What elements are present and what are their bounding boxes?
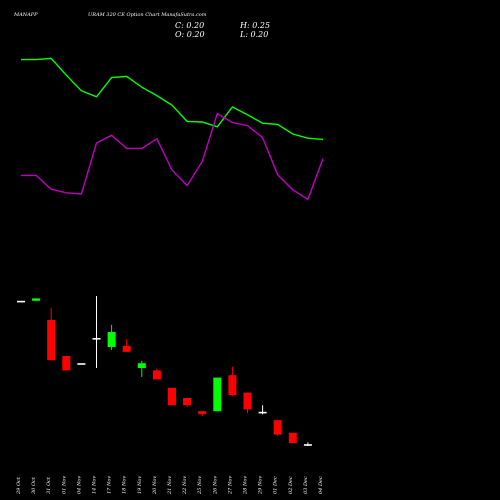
x-tick-label: 25 Nov xyxy=(197,476,203,495)
candle xyxy=(77,363,86,365)
candle xyxy=(198,411,207,416)
candle-body xyxy=(17,300,25,303)
brand-label: MANAPP xyxy=(13,12,38,18)
candle-body xyxy=(198,411,207,415)
candle xyxy=(213,377,222,412)
series-line-green xyxy=(21,57,324,141)
candle-body xyxy=(62,356,71,371)
candle xyxy=(17,300,25,303)
candle-body xyxy=(32,298,41,301)
candle xyxy=(122,339,131,352)
candle xyxy=(137,360,146,377)
candle xyxy=(228,366,237,397)
candle xyxy=(32,298,41,301)
candle-body xyxy=(273,420,282,435)
low-value: L: 0.20 xyxy=(239,30,268,39)
x-tick-label: 19 Nov xyxy=(137,476,143,494)
candle-body xyxy=(107,332,116,347)
x-tick-label: 03 Dec xyxy=(303,476,309,494)
candle xyxy=(47,308,56,361)
x-tick-label: 30 Oct xyxy=(31,476,37,494)
candle-body xyxy=(77,363,86,365)
series-line-purple xyxy=(21,112,324,201)
chart-title: URAM 320 CE Option Chart ManafaSutra.com xyxy=(88,12,207,18)
candle xyxy=(152,368,161,380)
x-tick-label: 04 Nov xyxy=(76,476,82,494)
x-tick-label: 22 Nov xyxy=(182,476,188,495)
x-tick-label: 27 Nov xyxy=(227,476,233,495)
x-tick-label: 26 Nov xyxy=(212,476,218,495)
candle xyxy=(273,420,282,436)
x-tick-label: 01 Dec xyxy=(273,476,279,494)
x-tick-label: 17 Nov xyxy=(107,476,113,494)
candle xyxy=(92,296,101,368)
candle-body xyxy=(122,345,131,352)
candle xyxy=(288,432,297,443)
candle xyxy=(183,398,192,407)
candle xyxy=(258,405,267,415)
x-tick-label: 31 Oct xyxy=(46,476,52,494)
candle-body xyxy=(152,370,161,380)
candle xyxy=(107,324,116,350)
x-tick-label: 29 Nov xyxy=(258,476,264,495)
candle-body xyxy=(213,377,222,412)
candle-body xyxy=(137,363,146,368)
indicator-lines xyxy=(21,57,324,201)
candle-body xyxy=(47,320,56,361)
open-value: O: 0.20 xyxy=(175,30,205,39)
x-tick-label: 21 Nov xyxy=(167,476,173,495)
x-tick-label: 02 Dec xyxy=(288,476,294,494)
candle xyxy=(243,392,252,413)
x-tick-label: 01 Nov xyxy=(61,476,67,494)
candle xyxy=(168,387,176,406)
candle-body xyxy=(288,432,297,443)
candle-body xyxy=(183,398,192,406)
x-tick-label: 04 Dec xyxy=(318,476,324,494)
x-tick-label: 18 Nov xyxy=(122,476,128,494)
x-tick-label: 29 Oct xyxy=(16,476,22,495)
close-value: C: 0.20 xyxy=(175,21,204,30)
candle-body xyxy=(303,444,312,446)
x-axis-labels: 29 Oct 30 Oct 31 Oct 01 Nov 04 Nov 14 Nov 17 N… xyxy=(16,476,324,495)
candle-body xyxy=(228,375,237,395)
candles-group xyxy=(17,296,312,446)
candle xyxy=(62,356,71,371)
candle-body xyxy=(243,392,252,410)
x-tick-label: 20 Nov xyxy=(152,476,158,495)
candle-body xyxy=(92,338,101,340)
high-value: H: 0.25 xyxy=(239,21,270,30)
candle-body xyxy=(168,387,176,406)
x-tick-label: 28 Nov xyxy=(243,476,249,495)
candle xyxy=(303,442,312,446)
candle-body xyxy=(258,411,267,414)
x-tick-label: 14 Nov xyxy=(92,476,98,494)
